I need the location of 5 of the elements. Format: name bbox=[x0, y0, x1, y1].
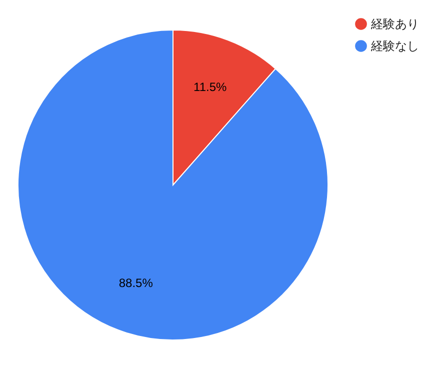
data-label: 88.5% bbox=[118, 276, 154, 290]
legend-label: 経験なし bbox=[370, 39, 419, 53]
legend-label: 経験あり bbox=[370, 17, 419, 31]
data-label: 11.5% bbox=[194, 80, 228, 94]
pie-slice bbox=[18, 30, 328, 340]
